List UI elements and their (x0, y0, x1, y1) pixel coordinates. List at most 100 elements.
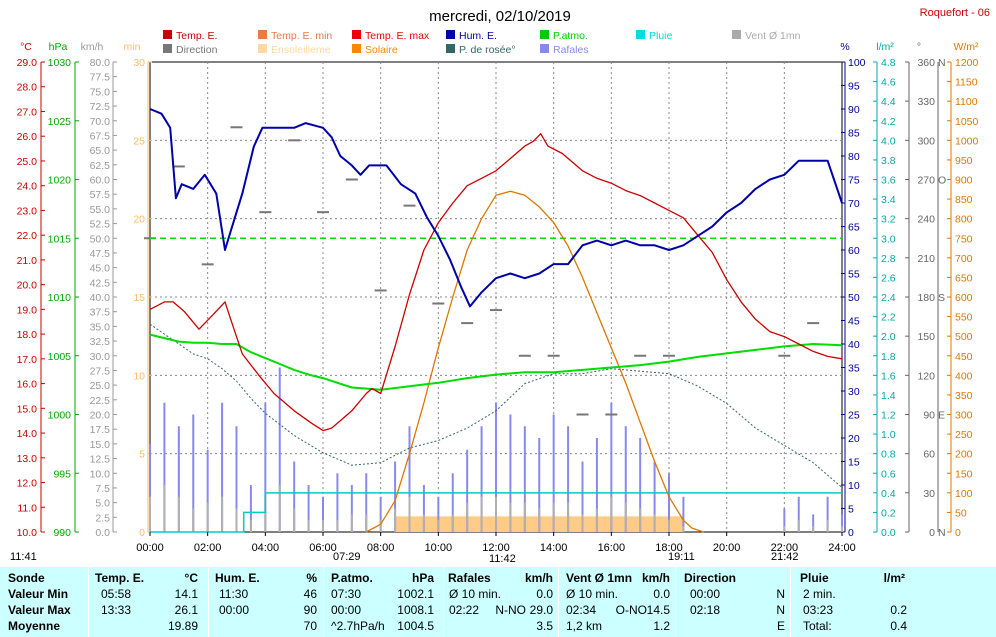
temp-tick-label: 12.0 (17, 478, 38, 490)
summary-header: km/h (641, 571, 670, 585)
humidity-tick-label: 55 (848, 269, 860, 281)
temp-tick-label: 18.0 (17, 329, 38, 341)
summary-header: Pluie (800, 571, 829, 585)
solar-tick-label: 400 (955, 370, 973, 382)
time-tick-label: 10:00 (425, 542, 453, 554)
temp-tick-label: 22.0 (17, 230, 38, 242)
wind-value: 1.2 (653, 619, 670, 633)
legend-label: Hum. E. (459, 30, 497, 42)
solar-tick-label: 700 (955, 253, 973, 265)
sunshine-tick-label: 20 (133, 214, 145, 226)
temp-tick-label: 29.0 (17, 57, 38, 69)
wind-tick-label: 75.0 (90, 86, 111, 98)
wind-tick-label: 60.0 (90, 175, 111, 187)
rain-line (150, 492, 842, 533)
solar-tick-label: 500 (955, 331, 973, 343)
legend-swatch (446, 44, 455, 53)
weather-chart: mercredi, 02/10/2019 Roquefort - 06 Temp… (10, 7, 990, 565)
temp-tick-label: 17.0 (17, 354, 38, 366)
pressure-tick-label: 1000 (48, 410, 72, 422)
dewpoint-line (149, 323, 843, 488)
sunshine-bar (395, 516, 473, 532)
humidity-tick-label: 25 (848, 410, 860, 422)
pressure-line (149, 333, 843, 391)
solar-tick-label: 1200 (955, 57, 979, 69)
temp-tick-label: 10.0 (17, 527, 38, 539)
summary-row-label: Valeur Min (8, 587, 69, 601)
time-tick-label: 00:00 (136, 542, 164, 554)
temp-tick-label: 15.0 (17, 403, 38, 415)
temp-tick-label: 21.0 (17, 255, 38, 267)
temp-value: 26.1 (174, 603, 198, 617)
legend-swatch (163, 44, 172, 53)
wind-tick-label: 20.0 (90, 410, 111, 422)
direction-deg-tick-label: 150 (917, 331, 935, 343)
axis-unit-label: l/m² (876, 41, 894, 53)
summary-header: Rafales (448, 571, 491, 585)
rain-tick-label: 2.2 (881, 312, 896, 324)
summary-separator (208, 567, 209, 637)
legend-swatch (352, 44, 361, 53)
humidity-tick-label: 80 (848, 151, 860, 163)
direction-card-tick-label: S (938, 292, 945, 304)
solar-tick-label: 1000 (955, 135, 979, 147)
summary-header: l/m² (883, 571, 905, 585)
temp-tick-label: 23.0 (17, 205, 38, 217)
solar-tick-label: 850 (955, 194, 973, 206)
wind-tick-label: 10.0 (90, 468, 111, 480)
summary-header: Vent Ø 1mn (566, 571, 633, 585)
humidity-tick-label: 35 (848, 363, 860, 375)
time-tick-label: 24:00 (828, 542, 856, 554)
sun-time-label: 21:42 (771, 551, 799, 563)
axis-unit-labels: °C hPa km/h min% l/m² ° W/m² (20, 41, 979, 53)
direction-card-tick-label: O (938, 175, 946, 187)
humidity-tick-label: 70 (848, 198, 860, 210)
wind-tick-label: 45.0 (90, 263, 111, 275)
solar-tick-label: 750 (955, 233, 973, 245)
solar-tick-label: 800 (955, 214, 973, 226)
gust-value: 0.0 (536, 587, 553, 601)
rain-tick-label: 2.8 (881, 253, 896, 265)
wind-time: 02:34 (566, 603, 597, 617)
solar-line (365, 190, 704, 533)
solar-tick-label: 0 (955, 527, 961, 539)
summary-row-label: Moyenne (8, 619, 61, 633)
wind-tick-label: 5.0 (95, 498, 110, 510)
dir-time: 00:00 (690, 587, 721, 601)
press-value: 1004.5 (397, 619, 434, 633)
temp-tick-label: 25.0 (17, 156, 38, 168)
summary-header: Hum. E. (215, 571, 260, 585)
wind-tick-label: 42.5 (90, 277, 111, 289)
temp-tick-label: 13.0 (17, 453, 38, 465)
wind-tick-label: 70.0 (90, 116, 111, 128)
direction-card-tick-label: E (938, 410, 945, 422)
rain-time: 2 min. (803, 587, 836, 601)
pressure-tick-label: 990 (53, 527, 71, 539)
rain-tick-label: 4.0 (881, 135, 896, 147)
wind-tick-label: 80.0 (90, 57, 111, 69)
time-tick-label: 14:00 (540, 542, 568, 554)
solar-tick-label: 1150 (955, 77, 978, 89)
rain-tick-label: 0.2 (881, 507, 896, 519)
solar-tick-label: 550 (955, 312, 973, 324)
chart-title: mercredi, 02/10/2019 (429, 8, 571, 25)
wind-tick-label: 57.5 (90, 189, 111, 201)
sunshine-tick-label: 25 (133, 135, 145, 147)
temp-tick-label: 20.0 (17, 280, 38, 292)
wind-tick-label: 22.5 (90, 395, 111, 407)
wind-tick-label: 30.0 (90, 351, 111, 363)
solar-tick-label: 250 (955, 429, 973, 441)
temp-tick-label: 28.0 (17, 82, 38, 94)
rain-value: 0.2 (890, 603, 907, 617)
legend-swatch (258, 30, 267, 39)
humidity-tick-label: 5 (848, 504, 854, 516)
wind-tick-label: 17.5 (90, 424, 111, 436)
axis-unit-label: min (124, 41, 141, 53)
summary-header: km/h (524, 571, 553, 585)
rain-tick-label: 0.6 (881, 468, 896, 480)
humidity-tick-label: 90 (848, 104, 860, 116)
direction-deg-tick-label: 360 (917, 57, 935, 69)
axis-unit-label: °C (20, 41, 32, 53)
rain-value: 0.4 (890, 619, 907, 633)
rain-tick-label: 0.0 (881, 527, 896, 539)
